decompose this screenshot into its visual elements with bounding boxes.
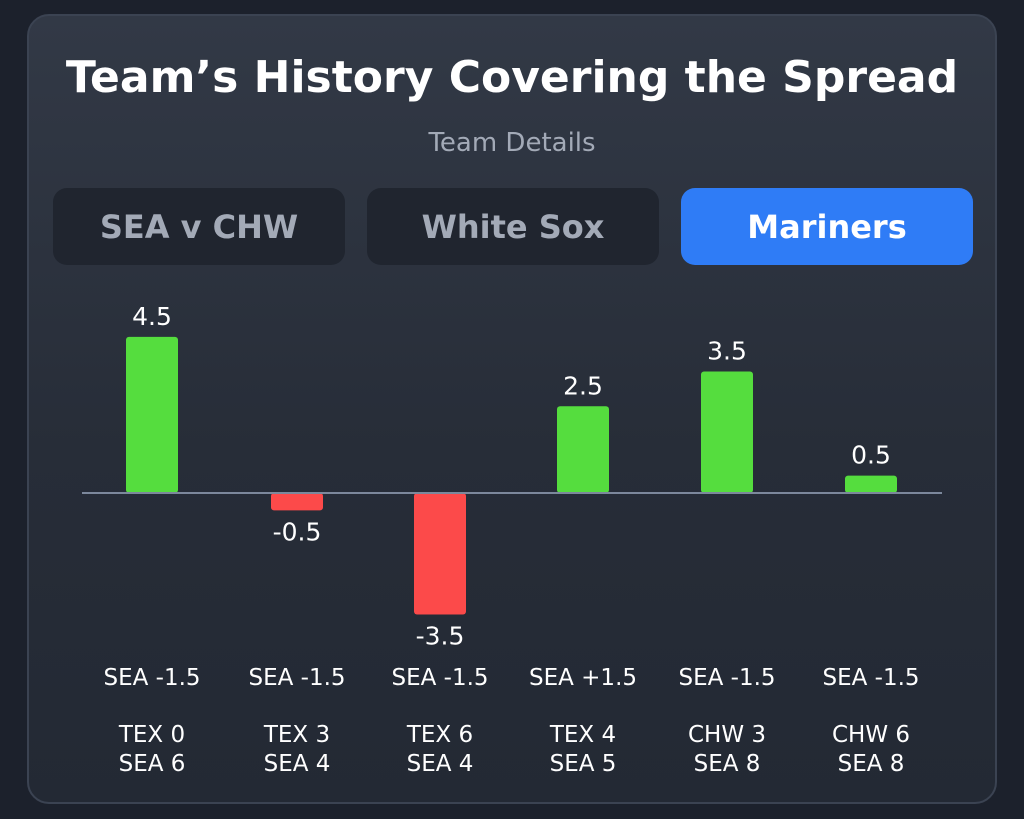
bar <box>126 336 178 493</box>
bar <box>701 371 753 493</box>
score-label: SEA 5 <box>550 751 617 777</box>
score-label: SEA 4 <box>264 751 331 777</box>
page-title: Team’s History Covering the Spread <box>65 52 959 103</box>
data-label: 3.5 <box>707 337 747 366</box>
bar <box>271 493 323 511</box>
score-label: TEX 4 <box>549 722 616 748</box>
spread-label: SEA -1.5 <box>248 665 345 691</box>
spread-label: SEA -1.5 <box>822 665 919 691</box>
score-label: SEA 8 <box>694 751 761 777</box>
tab-white-sox[interactable]: White Sox <box>367 188 659 265</box>
chart-card: Team’s History Covering the Spread Team … <box>27 14 997 804</box>
data-label: 0.5 <box>851 441 891 470</box>
score-label: TEX 6 <box>406 722 473 748</box>
tab-matchup[interactable]: SEA v CHW <box>53 188 345 265</box>
page-subtitle: Team Details <box>428 128 596 158</box>
score-label: TEX 3 <box>263 722 330 748</box>
data-label: 4.5 <box>132 302 172 331</box>
spread-label: SEA +1.5 <box>529 665 637 691</box>
spread-label: SEA -1.5 <box>678 665 775 691</box>
data-label: -0.5 <box>273 517 322 546</box>
spread-label: SEA -1.5 <box>391 665 488 691</box>
score-label: SEA 6 <box>119 751 186 777</box>
score-label: SEA 8 <box>838 751 905 777</box>
data-label: 2.5 <box>563 371 603 400</box>
bar <box>414 493 466 615</box>
bar <box>557 406 609 493</box>
data-label: -3.5 <box>416 621 465 650</box>
score-label: CHW 6 <box>832 722 910 748</box>
bar <box>845 475 897 493</box>
score-label: TEX 0 <box>118 722 185 748</box>
score-label: SEA 4 <box>407 751 474 777</box>
score-label: CHW 3 <box>688 722 766 748</box>
tab-mariners[interactable]: Mariners <box>681 188 973 265</box>
spread-label: SEA -1.5 <box>103 665 200 691</box>
